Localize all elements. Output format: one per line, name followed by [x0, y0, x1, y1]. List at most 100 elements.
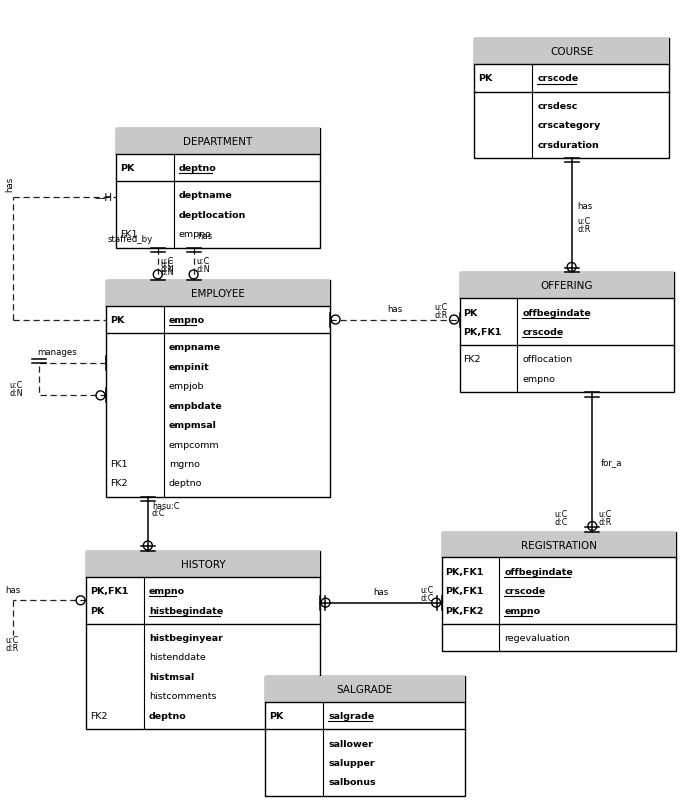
Text: EMPLOYEE: EMPLOYEE [191, 289, 245, 298]
Text: FK2: FK2 [464, 355, 481, 364]
Text: PK: PK [110, 316, 124, 325]
Text: PK,FK2: PK,FK2 [446, 606, 484, 615]
Text: empno: empno [522, 375, 555, 383]
Text: PK,FK1: PK,FK1 [464, 327, 502, 337]
Text: d:C: d:C [555, 517, 568, 526]
Text: crscode: crscode [522, 327, 564, 337]
Text: PK,FK1: PK,FK1 [90, 586, 128, 595]
Text: OFFERING: OFFERING [540, 281, 593, 291]
Text: empno: empno [504, 606, 540, 615]
Text: d:N: d:N [161, 265, 175, 274]
Text: has: has [373, 587, 388, 596]
Text: empno: empno [179, 230, 212, 239]
Text: has: has [578, 201, 593, 210]
Text: deptlocation: deptlocation [179, 211, 246, 220]
Text: d:N: d:N [161, 268, 175, 277]
Text: PK: PK [120, 164, 134, 173]
Text: PK: PK [90, 606, 104, 615]
Bar [106, 281, 330, 306]
Text: —H: —H [95, 193, 113, 203]
Text: d:C: d:C [152, 508, 165, 517]
Text: histmsal: histmsal [149, 672, 194, 681]
Bar [86, 551, 320, 729]
Text: empbdate: empbdate [169, 401, 222, 410]
Text: offbegindate: offbegindate [504, 567, 573, 576]
Text: SALGRADE: SALGRADE [337, 684, 393, 695]
Text: empinit: empinit [169, 363, 210, 371]
Text: deptno: deptno [169, 479, 202, 488]
Text: crscategory: crscategory [538, 121, 600, 130]
Text: u:C: u:C [434, 302, 448, 311]
Text: empcomm: empcomm [169, 440, 219, 449]
Text: histbeginyear: histbeginyear [149, 633, 223, 642]
Text: d:C: d:C [420, 593, 433, 602]
Text: crscode: crscode [504, 586, 546, 595]
Bar [106, 281, 330, 497]
Text: crsdesc: crsdesc [538, 102, 578, 111]
Text: has: has [197, 232, 213, 241]
Bar [475, 39, 669, 159]
Text: FK1: FK1 [120, 230, 137, 239]
Text: u:C: u:C [598, 509, 611, 518]
Text: PK: PK [269, 711, 284, 720]
Text: DEPARTMENT: DEPARTMENT [184, 136, 253, 147]
Text: u:C: u:C [161, 257, 174, 266]
Bar [442, 532, 676, 651]
Text: salbonus: salbonus [328, 777, 375, 787]
Text: PK,FK1: PK,FK1 [446, 567, 484, 576]
Text: sallower: sallower [328, 739, 373, 747]
Text: deptname: deptname [179, 191, 233, 200]
Text: u:C: u:C [555, 509, 568, 518]
Text: empno: empno [169, 316, 205, 325]
Text: hasu:C: hasu:C [152, 501, 179, 510]
Text: crsduration: crsduration [538, 140, 599, 149]
Text: offlocation: offlocation [522, 355, 573, 364]
Text: d:R: d:R [598, 517, 611, 526]
Text: for_a: for_a [600, 458, 622, 467]
Text: histenddate: histenddate [149, 653, 206, 662]
Text: u:C: u:C [161, 260, 174, 269]
Text: HISTORY: HISTORY [181, 559, 226, 569]
Text: has: has [6, 177, 14, 192]
Text: d:N: d:N [197, 265, 210, 274]
Text: mgrno: mgrno [169, 460, 199, 468]
Text: deptno: deptno [149, 711, 186, 719]
Text: d:R: d:R [6, 643, 19, 652]
Text: u:C: u:C [578, 217, 591, 225]
Text: staffed_by: staffed_by [108, 235, 152, 244]
Text: empname: empname [169, 343, 221, 352]
Text: u:C: u:C [6, 635, 19, 644]
Text: histcomments: histcomments [149, 691, 216, 700]
Text: u:C: u:C [197, 257, 210, 266]
Text: manages: manages [37, 347, 77, 356]
Text: FK2: FK2 [90, 711, 108, 719]
Text: deptno: deptno [179, 164, 217, 173]
Text: empjob: empjob [169, 382, 204, 391]
Text: REGISTRATION: REGISTRATION [521, 540, 597, 550]
Text: has: has [387, 304, 402, 313]
Text: offbegindate: offbegindate [522, 308, 591, 317]
Text: u:C: u:C [10, 381, 23, 390]
Text: empmsal: empmsal [169, 420, 217, 430]
Bar [475, 39, 669, 65]
Bar [460, 273, 673, 392]
Text: regevaluation: regevaluation [504, 633, 570, 642]
Text: salupper: salupper [328, 758, 375, 767]
Text: d:R: d:R [578, 225, 591, 233]
Text: d:N: d:N [10, 389, 23, 398]
Bar [266, 676, 464, 796]
Text: FK2: FK2 [110, 479, 128, 488]
Text: has: has [6, 585, 21, 594]
Bar [266, 676, 464, 702]
Text: u:C: u:C [420, 585, 433, 594]
Text: COURSE: COURSE [550, 47, 593, 57]
Bar [460, 273, 673, 299]
Text: empno: empno [149, 586, 185, 595]
Bar [116, 129, 320, 249]
Text: salgrade: salgrade [328, 711, 374, 720]
Text: FK1: FK1 [110, 460, 128, 468]
Text: crscode: crscode [538, 75, 578, 83]
Text: d:R: d:R [434, 310, 448, 319]
Bar [442, 532, 676, 557]
Text: PK: PK [464, 308, 477, 317]
